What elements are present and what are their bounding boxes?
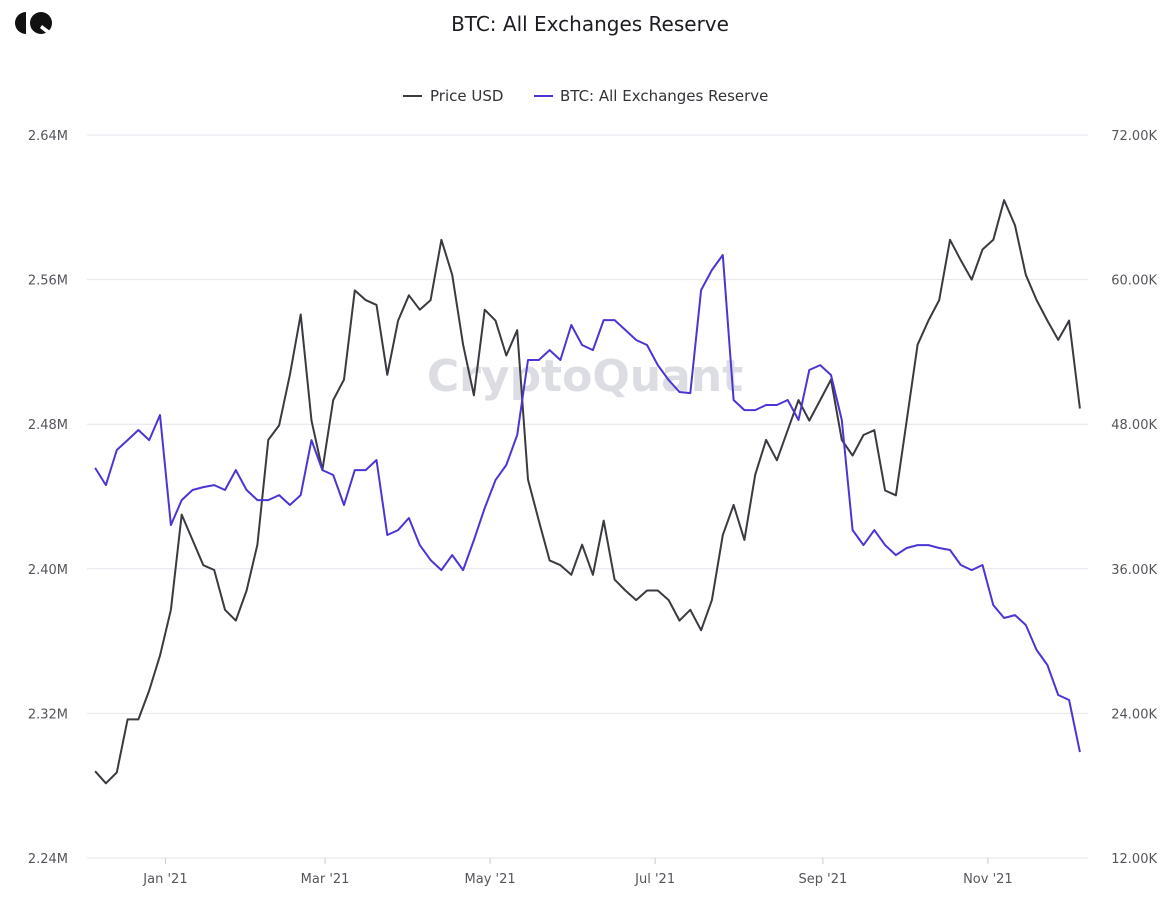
legend: Price USD BTC: All Exchanges Reserve xyxy=(403,87,768,105)
x-tick-label: May '21 xyxy=(465,872,516,887)
y-left-tick-label: 2.40M xyxy=(28,563,68,578)
y-left-tick-label: 2.64M xyxy=(28,129,68,144)
series-line-exchange-reserve xyxy=(94,254,1081,753)
y-axis-left: 2.64M 2.56M 2.48M 2.40M 2.32M 2.24M xyxy=(28,129,68,867)
y-right-tick-label: 24.00K xyxy=(1111,707,1157,722)
series-group xyxy=(94,199,1081,785)
y-right-tick-label: 48.00K xyxy=(1111,418,1157,433)
x-tick-label: Sep '21 xyxy=(798,872,847,887)
legend-item-price[interactable]: Price USD xyxy=(403,87,503,105)
cryptoquant-logo xyxy=(15,12,54,36)
y-right-tick-label: 72.00K xyxy=(1111,129,1157,144)
y-left-tick-label: 2.24M xyxy=(28,852,68,867)
gridlines xyxy=(87,134,1088,859)
x-tick-label: Nov '21 xyxy=(963,872,1013,887)
y-left-tick-label: 2.48M xyxy=(28,418,68,433)
y-right-tick-label: 12.00K xyxy=(1111,852,1157,867)
y-left-tick-label: 2.32M xyxy=(28,707,68,722)
x-tick-label: Mar '21 xyxy=(301,872,350,887)
legend-item-reserve[interactable]: BTC: All Exchanges Reserve xyxy=(534,87,768,105)
series-line-price-usd xyxy=(94,199,1081,785)
x-axis: Jan '21 Mar '21 May '21 Jul '21 Sep '21 Nov '… xyxy=(142,858,1013,887)
x-tick-label: Jan '21 xyxy=(142,872,187,887)
x-tick-label: Jul '21 xyxy=(634,872,675,887)
y-right-tick-label: 60.00K xyxy=(1111,274,1157,289)
y-right-tick-label: 36.00K xyxy=(1111,563,1157,578)
legend-label-price: Price USD xyxy=(430,87,503,105)
y-axis-right: 72.00K 60.00K 48.00K 36.00K 24.00K 12.00K xyxy=(1111,129,1157,867)
chart-title: BTC: All Exchanges Reserve xyxy=(451,12,729,36)
legend-label-reserve: BTC: All Exchanges Reserve xyxy=(560,87,768,105)
y-left-tick-label: 2.56M xyxy=(28,274,68,289)
